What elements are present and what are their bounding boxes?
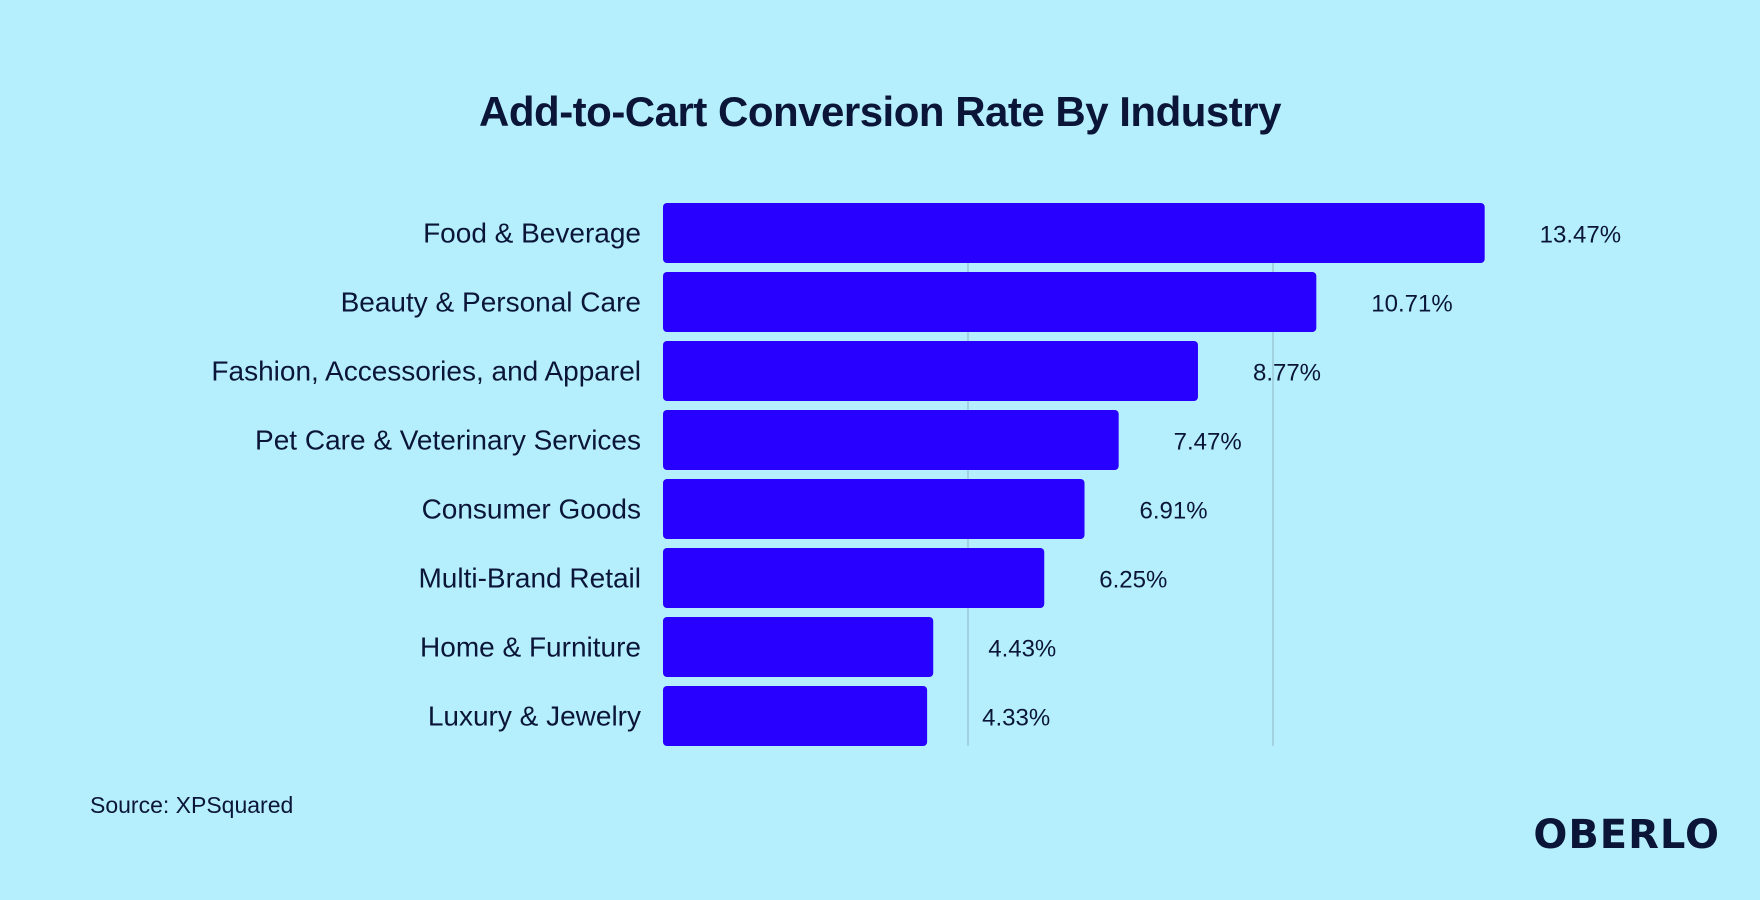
bar <box>663 617 934 677</box>
category-label: Beauty & Personal Care <box>341 287 641 318</box>
bar <box>663 686 928 746</box>
oberlo-logo: OBERLO <box>1533 812 1720 858</box>
category-label: Fashion, Accessories, and Apparel <box>211 356 641 387</box>
bar <box>663 548 1045 608</box>
bar <box>663 203 1485 263</box>
category-label: Pet Care & Veterinary Services <box>255 425 641 456</box>
value-label: 6.91% <box>1140 498 1208 525</box>
value-label: 7.47% <box>1174 429 1242 456</box>
category-label: Luxury & Jewelry <box>428 701 641 732</box>
value-label: 4.33% <box>982 705 1050 732</box>
bar <box>663 272 1317 332</box>
value-label: 13.47% <box>1540 222 1621 249</box>
bar <box>663 410 1119 470</box>
bar <box>663 341 1198 401</box>
value-label: 4.43% <box>988 636 1056 663</box>
value-label: 8.77% <box>1253 360 1321 387</box>
bar <box>663 479 1085 539</box>
value-label: 6.25% <box>1099 567 1167 594</box>
chart-title: Add-to-Cart Conversion Rate By Industry <box>479 88 1281 135</box>
value-label: 10.71% <box>1371 291 1452 318</box>
category-label: Food & Beverage <box>423 218 641 249</box>
category-label: Home & Furniture <box>420 632 641 663</box>
source-note: Source: XPSquared <box>90 792 294 818</box>
category-label: Multi-Brand Retail <box>418 563 641 594</box>
category-label: Consumer Goods <box>422 494 641 525</box>
